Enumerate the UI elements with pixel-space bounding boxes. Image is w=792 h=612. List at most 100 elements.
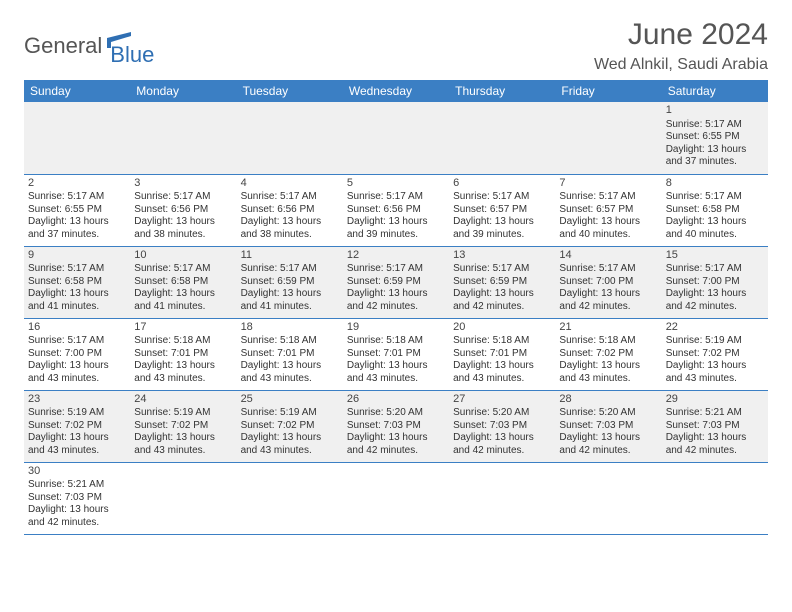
day-number: 18 [241,321,339,335]
daylight-text: Daylight: 13 hours [347,432,445,445]
day-number: 11 [241,249,339,263]
daylight-text: and 42 minutes. [453,445,551,458]
day-header: Sunday [24,80,130,102]
day-number: 7 [559,177,657,191]
sunset-text: Sunset: 7:02 PM [559,348,657,361]
daylight-text: Daylight: 13 hours [559,216,657,229]
day-number: 2 [28,177,126,191]
daylight-text: and 43 minutes. [559,373,657,386]
calendar-table: Sunday Monday Tuesday Wednesday Thursday… [24,80,768,535]
daylight-text: Daylight: 13 hours [134,288,232,301]
calendar-week-row: 23Sunrise: 5:19 AMSunset: 7:02 PMDayligh… [24,390,768,462]
daylight-text: Daylight: 13 hours [453,432,551,445]
daylight-text: and 41 minutes. [241,301,339,314]
sunset-text: Sunset: 7:01 PM [241,348,339,361]
sunrise-text: Sunrise: 5:20 AM [453,407,551,420]
daylight-text: and 43 minutes. [241,373,339,386]
daylight-text: Daylight: 13 hours [666,216,764,229]
sunrise-text: Sunrise: 5:17 AM [666,119,764,132]
calendar-day-cell: 13Sunrise: 5:17 AMSunset: 6:59 PMDayligh… [449,246,555,318]
sunset-text: Sunset: 6:55 PM [28,204,126,217]
sunset-text: Sunset: 6:57 PM [559,204,657,217]
day-number: 23 [28,393,126,407]
calendar-day-cell: 15Sunrise: 5:17 AMSunset: 7:00 PMDayligh… [662,246,768,318]
sunrise-text: Sunrise: 5:17 AM [347,191,445,204]
daylight-text: Daylight: 13 hours [559,288,657,301]
calendar-day-cell [237,102,343,174]
daylight-text: Daylight: 13 hours [28,216,126,229]
daylight-text: and 42 minutes. [559,445,657,458]
calendar-day-cell [24,102,130,174]
calendar-day-cell: 12Sunrise: 5:17 AMSunset: 6:59 PMDayligh… [343,246,449,318]
daylight-text: and 42 minutes. [666,445,764,458]
page-title: June 2024 [594,18,768,52]
calendar-day-cell [662,462,768,534]
sunset-text: Sunset: 7:01 PM [347,348,445,361]
title-block: June 2024 Wed Alnkil, Saudi Arabia [594,18,768,74]
sunrise-text: Sunrise: 5:20 AM [559,407,657,420]
day-number: 10 [134,249,232,263]
day-number: 3 [134,177,232,191]
day-number: 1 [666,104,764,118]
sunset-text: Sunset: 7:03 PM [666,420,764,433]
daylight-text: and 39 minutes. [347,229,445,242]
daylight-text: Daylight: 13 hours [241,288,339,301]
daylight-text: Daylight: 13 hours [134,360,232,373]
logo: General Blue [24,24,154,68]
daylight-text: and 43 minutes. [134,373,232,386]
sunrise-text: Sunrise: 5:19 AM [134,407,232,420]
daylight-text: Daylight: 13 hours [666,144,764,157]
calendar-header-row: Sunday Monday Tuesday Wednesday Thursday… [24,80,768,102]
calendar-day-cell: 5Sunrise: 5:17 AMSunset: 6:56 PMDaylight… [343,174,449,246]
sunrise-text: Sunrise: 5:17 AM [241,191,339,204]
calendar-day-cell: 27Sunrise: 5:20 AMSunset: 7:03 PMDayligh… [449,390,555,462]
daylight-text: and 38 minutes. [241,229,339,242]
sunrise-text: Sunrise: 5:19 AM [241,407,339,420]
calendar-day-cell [449,462,555,534]
sunrise-text: Sunrise: 5:17 AM [559,191,657,204]
day-number: 29 [666,393,764,407]
day-number: 17 [134,321,232,335]
daylight-text: Daylight: 13 hours [134,432,232,445]
calendar-day-cell [555,462,661,534]
day-number: 26 [347,393,445,407]
sunset-text: Sunset: 7:03 PM [559,420,657,433]
daylight-text: Daylight: 13 hours [241,432,339,445]
calendar-day-cell: 3Sunrise: 5:17 AMSunset: 6:56 PMDaylight… [130,174,236,246]
calendar-day-cell: 23Sunrise: 5:19 AMSunset: 7:02 PMDayligh… [24,390,130,462]
sunrise-text: Sunrise: 5:17 AM [559,263,657,276]
day-number: 24 [134,393,232,407]
sunset-text: Sunset: 6:56 PM [241,204,339,217]
day-number: 5 [347,177,445,191]
day-number: 4 [241,177,339,191]
calendar-week-row: 2Sunrise: 5:17 AMSunset: 6:55 PMDaylight… [24,174,768,246]
sunrise-text: Sunrise: 5:18 AM [134,335,232,348]
sunrise-text: Sunrise: 5:17 AM [666,263,764,276]
daylight-text: Daylight: 13 hours [241,216,339,229]
sunrise-text: Sunrise: 5:17 AM [134,191,232,204]
header: General Blue June 2024 Wed Alnkil, Saudi… [24,18,768,74]
calendar-day-cell: 22Sunrise: 5:19 AMSunset: 7:02 PMDayligh… [662,318,768,390]
calendar-day-cell: 18Sunrise: 5:18 AMSunset: 7:01 PMDayligh… [237,318,343,390]
daylight-text: and 43 minutes. [241,445,339,458]
daylight-text: Daylight: 13 hours [347,360,445,373]
calendar-day-cell: 2Sunrise: 5:17 AMSunset: 6:55 PMDaylight… [24,174,130,246]
daylight-text: Daylight: 13 hours [28,504,126,517]
day-header: Wednesday [343,80,449,102]
sunset-text: Sunset: 7:03 PM [347,420,445,433]
sunrise-text: Sunrise: 5:18 AM [453,335,551,348]
sunset-text: Sunset: 7:03 PM [28,492,126,505]
daylight-text: and 43 minutes. [347,373,445,386]
sunset-text: Sunset: 6:58 PM [666,204,764,217]
daylight-text: Daylight: 13 hours [559,360,657,373]
day-number: 8 [666,177,764,191]
sunrise-text: Sunrise: 5:17 AM [666,191,764,204]
sunrise-text: Sunrise: 5:17 AM [28,191,126,204]
daylight-text: and 42 minutes. [559,301,657,314]
calendar-day-cell [555,102,661,174]
sunset-text: Sunset: 7:02 PM [134,420,232,433]
daylight-text: and 42 minutes. [453,301,551,314]
sunrise-text: Sunrise: 5:19 AM [28,407,126,420]
sunrise-text: Sunrise: 5:18 AM [559,335,657,348]
daylight-text: and 41 minutes. [134,301,232,314]
